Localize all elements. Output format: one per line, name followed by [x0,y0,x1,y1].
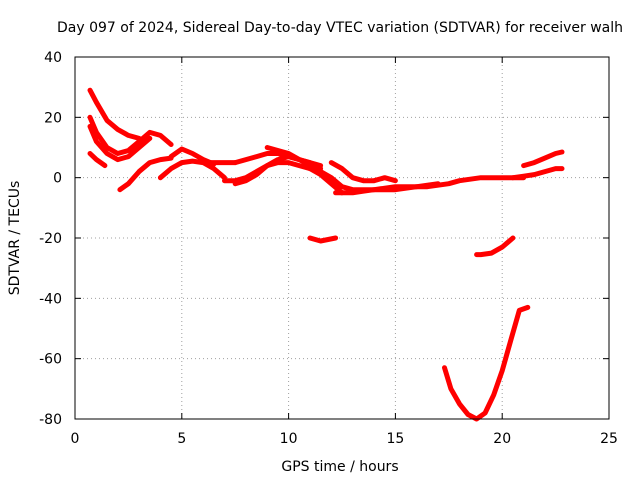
series-line-0 [87,87,142,141]
series-line-1 [87,114,174,156]
x-tick-label-3: 15 [386,431,404,447]
y-tick-label-2: -40 [39,291,62,307]
x-tick-label-0: 0 [71,431,80,447]
series-line-13 [328,160,398,184]
series-line-4 [117,155,174,193]
series-line-2 [87,123,153,163]
x-tick-label-1: 5 [177,431,186,447]
y-tick-label-5: 20 [44,110,62,126]
x-tick-labels: 0 5 10 15 20 25 [71,431,618,447]
series-line-18 [510,166,565,181]
y-tick-label-4: 0 [53,171,62,187]
y-tick-label-3: -20 [39,231,62,247]
y-tick-label-0: -80 [39,412,62,428]
series-line-8 [222,160,345,196]
series-group [87,87,565,422]
x-tick-label-2: 10 [280,431,298,447]
y-axis-label: SDTVAR / TECUs [7,181,23,296]
y-tick-labels: -80 -60 -40 -20 0 20 40 [39,50,62,428]
chart-title: Day 097 of 2024, Sidereal Day-to-day VTE… [57,20,623,36]
x-tick-label-5: 25 [600,431,618,447]
series-line-19 [521,149,565,169]
series-line-11 [264,145,324,172]
series-line-15 [307,235,339,244]
x-tick-label-4: 20 [493,431,511,447]
series-line-3 [87,151,108,169]
plot-frame [74,56,610,420]
x-axis-label: GPS time / hours [281,459,398,475]
y-tick-label-6: 40 [44,50,62,66]
grid-lines [75,57,609,419]
y-tick-label-1: -60 [39,352,62,368]
series-line-14 [333,175,527,196]
series-line-5 [157,158,227,181]
series-line-16 [474,235,516,258]
series-line-17 [442,304,531,422]
